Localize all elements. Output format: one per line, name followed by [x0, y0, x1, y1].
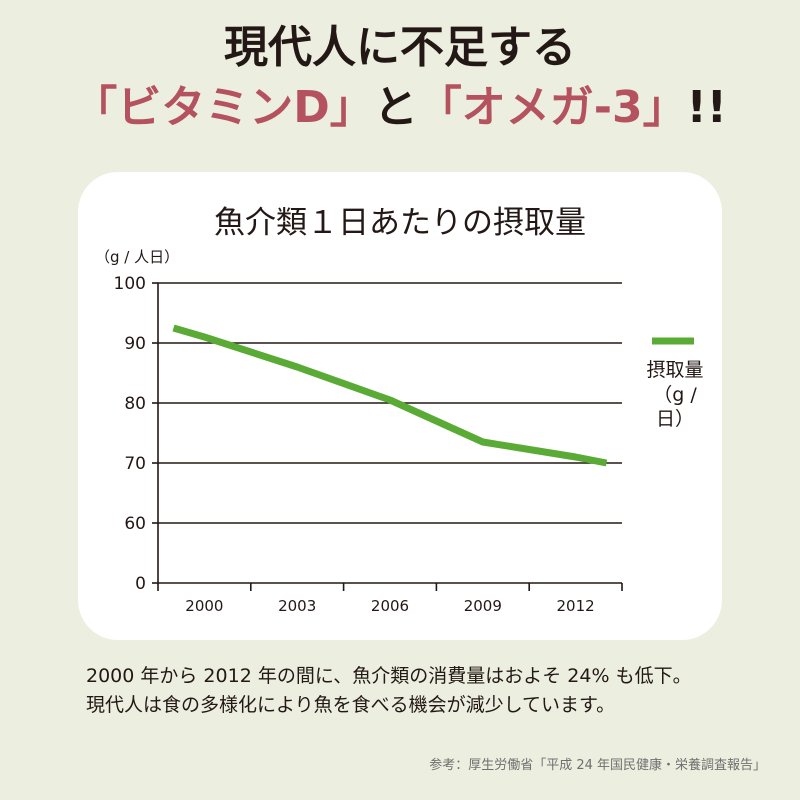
series-line-intake: [172, 324, 608, 467]
source-citation: 参考：厚生労働省「平成 24 年国民健康・栄養調査報告」: [429, 758, 766, 773]
x-tick-label: 2012: [557, 597, 595, 615]
y-tick-label: 70: [124, 454, 146, 474]
y-tick-label: 80: [124, 394, 146, 414]
y-tick-label: 60: [124, 514, 146, 534]
x-tick-label: 2003: [278, 597, 316, 615]
headline-to: と: [373, 82, 418, 133]
headline-line-1: 現代人に不足する: [224, 22, 576, 73]
y-axis-unit-label: （g / 人日）: [95, 248, 179, 266]
headline: 現代人に不足する 「ビタミンD」と「オメガ-3」!!: [0, 26, 800, 130]
legend-series-name: 摂取量: [646, 359, 704, 381]
x-tick-label: 2000: [185, 597, 223, 615]
legend-series-unit: （g / 日）: [653, 383, 697, 431]
description-line-2: 現代人は食の多様化により魚を食べる機会が減少しています。: [86, 694, 616, 717]
description: 2000 年から 2012 年の間に、魚介類の消費量はおよそ 24% も低下。 …: [86, 662, 746, 721]
chart-title: 魚介類１日あたりの摂取量: [214, 205, 586, 241]
x-tick-label: 2006: [371, 597, 409, 615]
headline-omega-3: 「オメガ-3」: [417, 82, 687, 133]
y-tick-label: 0: [135, 574, 146, 594]
headline-line-2: 「ビタミンD」と「オメガ-3」!!: [0, 86, 800, 130]
description-line-1: 2000 年から 2012 年の間に、魚介類の消費量はおよそ 24% も低下。: [86, 665, 692, 687]
headline-exclamation: !!: [686, 82, 727, 133]
legend: 摂取量 （g / 日）: [640, 358, 710, 432]
x-tick-label: 2009: [464, 597, 502, 615]
headline-vitamin-d: 「ビタミンD」: [73, 82, 374, 133]
y-tick-label: 90: [124, 334, 146, 354]
y-tick-label: 100: [114, 274, 146, 294]
